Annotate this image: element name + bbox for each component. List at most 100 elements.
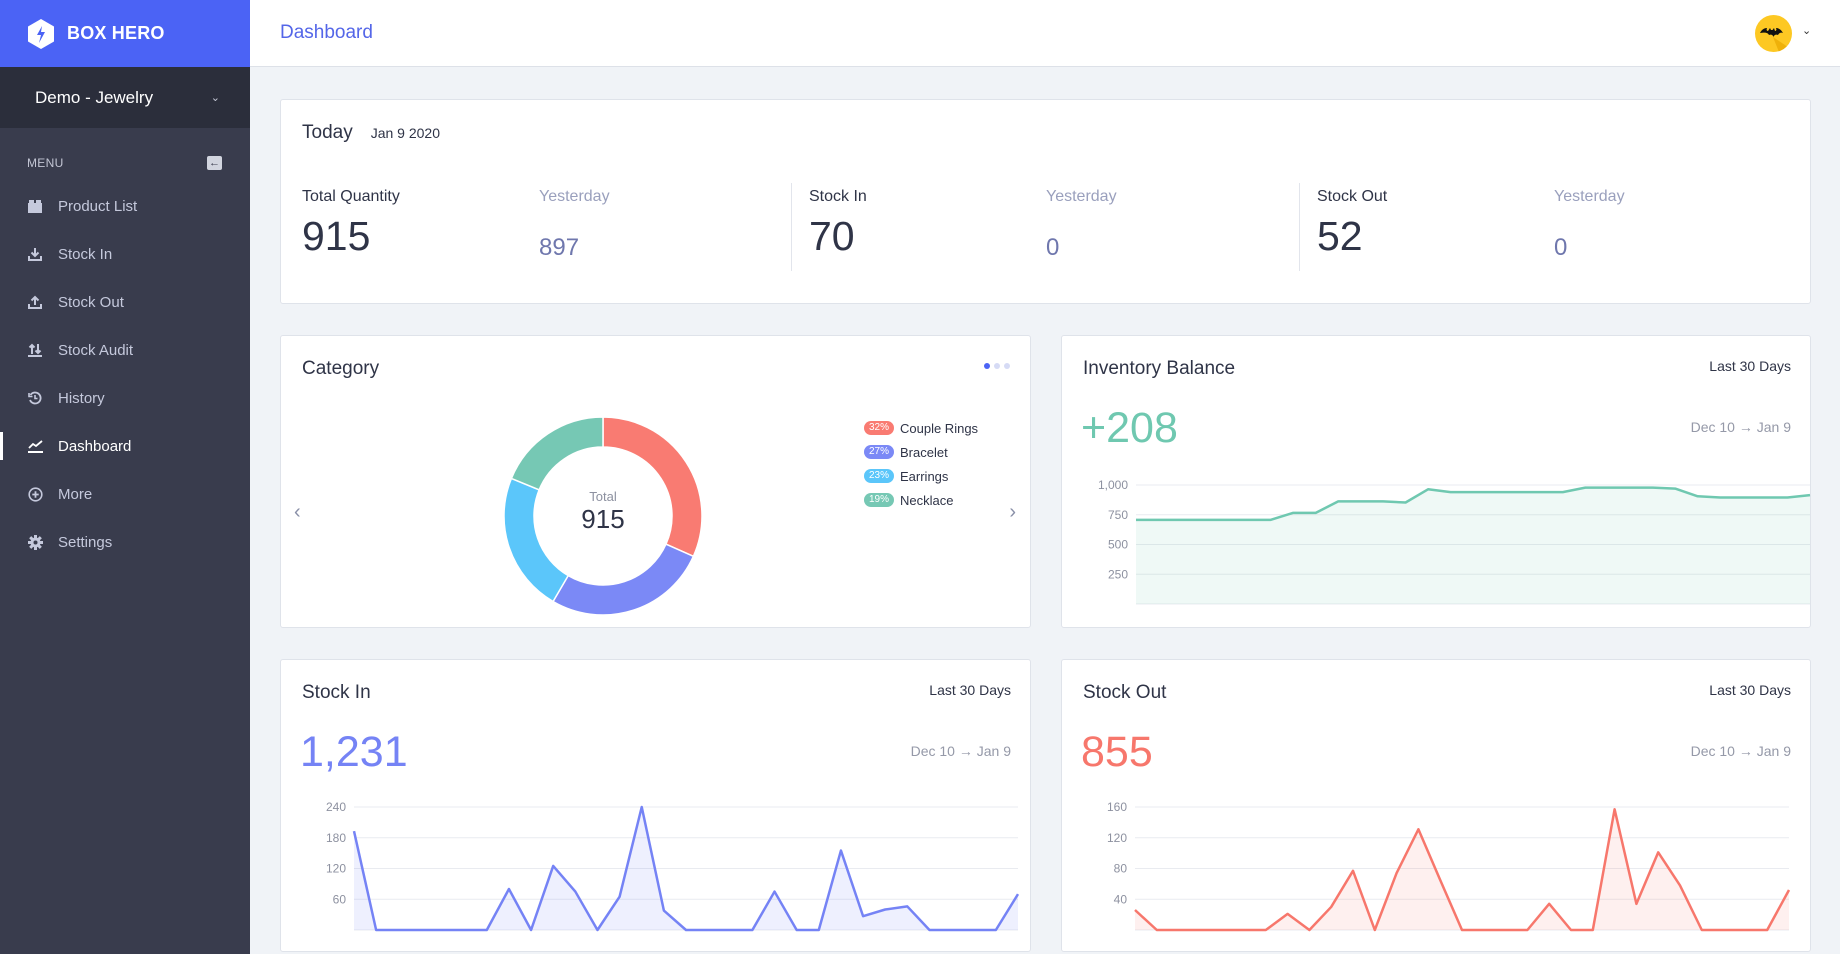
chevron-down-icon: ⌄	[210, 92, 220, 104]
swap-icon	[27, 342, 43, 358]
legend-percent: 23%	[864, 469, 894, 483]
y-tick-label: 240	[326, 800, 346, 814]
legend-item: 27% Bracelet	[864, 440, 978, 464]
y-tick-label: 60	[333, 892, 347, 906]
yesterday-value: 897	[539, 234, 580, 261]
chart-line-icon	[27, 438, 43, 454]
legend-label: Earrings	[900, 468, 949, 484]
legend-label: Necklace	[900, 492, 954, 508]
y-tick-label: 80	[1114, 862, 1128, 876]
stat-total-quantity: Total Quantity 915 Yesterday 897	[302, 183, 807, 271]
sidebar-item-settings[interactable]: Settings	[0, 518, 250, 566]
sidebar-item-label: More	[58, 485, 93, 503]
donut-total-value: 915	[581, 504, 625, 534]
y-tick-label: 180	[326, 831, 346, 845]
legend-percent: 19%	[864, 493, 894, 507]
plus-circle-icon	[27, 486, 43, 502]
donut-slice[interactable]	[510, 416, 604, 491]
chevron-down-icon[interactable]: ⌄	[1802, 25, 1812, 37]
y-tick-label: 250	[1108, 567, 1128, 581]
chevron-left-icon[interactable]: ‹	[294, 501, 301, 523]
sidebar-item-label: Settings	[58, 533, 113, 551]
y-tick-label: 160	[1107, 800, 1127, 814]
stock-out-chart: 40 80 120 160	[1107, 800, 1791, 932]
brand-bar[interactable]: BOX HERO	[0, 0, 250, 67]
inventory-balance-card: Inventory Balance Last 30 Days +208 Dec …	[1061, 335, 1811, 628]
period-label: Last 30 Days	[1709, 358, 1791, 374]
sidebar-item-stock-in[interactable]: Stock In	[0, 230, 250, 278]
date-range: Dec 10 → Jan 9	[910, 743, 1011, 759]
sidebar-item-more[interactable]: More	[0, 470, 250, 518]
legend-item: 32% Couple Rings	[864, 416, 978, 440]
sidebar-item-stock-out[interactable]: Stock Out	[0, 278, 250, 326]
yesterday-label: Yesterday	[1554, 188, 1625, 205]
yesterday-value: 0	[1046, 234, 1060, 261]
period-label: Last 30 Days	[1709, 682, 1791, 698]
sidebar-item-label: History	[58, 389, 105, 407]
project-selector[interactable]: Demo - Jewelry ⌄	[0, 67, 250, 128]
bat-logo-icon	[1760, 28, 1792, 52]
stock-in-card: Stock In Last 30 Days 1,231 Dec 10 → Jan…	[280, 659, 1031, 952]
stock-out-total-value: 855	[1081, 728, 1153, 776]
y-tick-label: 120	[326, 862, 346, 876]
legend-percent: 27%	[864, 445, 894, 459]
top-header: Dashboard ⌄	[250, 0, 1840, 67]
date-range: Dec 10 → Jan 9	[1690, 419, 1791, 435]
y-tick-label: 1,000	[1098, 478, 1128, 492]
carousel-dots	[984, 363, 1010, 369]
sidebar-item-label: Stock In	[58, 245, 113, 263]
gear-icon	[27, 534, 43, 550]
box-icon	[27, 198, 43, 214]
stock-in-chart: 60 120 180 240	[326, 800, 1020, 932]
menu-header: MENU ←	[0, 151, 250, 175]
y-tick-label: 40	[1114, 892, 1128, 906]
date-range: Dec 10 → Jan 9	[1690, 743, 1791, 759]
stat-label: Stock In	[809, 188, 867, 205]
stock-in-total-value: 1,231	[300, 728, 408, 776]
yesterday-label: Yesterday	[539, 188, 610, 205]
legend-label: Couple Rings	[900, 420, 979, 436]
sidebar-item-history[interactable]: History	[0, 374, 250, 422]
carousel-dot[interactable]	[994, 363, 1000, 369]
period-label: Last 30 Days	[929, 682, 1011, 698]
legend-item: 23% Earrings	[864, 464, 978, 488]
legend-percent: 32%	[864, 421, 894, 435]
yesterday-label: Yesterday	[1046, 188, 1117, 205]
today-date: Jan 9 2020	[370, 125, 440, 141]
today-title: Today	[302, 122, 353, 143]
card-title: Stock Out	[1083, 682, 1167, 703]
area-fill	[1135, 809, 1789, 930]
menu-label: MENU	[27, 156, 64, 170]
sidebar-item-product-list[interactable]: Product List	[0, 182, 250, 230]
upload-icon	[27, 294, 43, 310]
area-fill	[354, 807, 1018, 930]
sidebar-item-label: Stock Audit	[58, 341, 134, 359]
sidebar-item-label: Dashboard	[58, 437, 132, 455]
inventory-balance-chart: 250 500 750 1,000	[1098, 478, 1811, 605]
carousel-dot[interactable]	[1004, 363, 1010, 369]
donut-svg	[503, 416, 703, 616]
card-title: Inventory Balance	[1083, 358, 1236, 379]
logo-icon	[28, 18, 54, 49]
stat-stock-in: Stock In 70 Yesterday 0	[791, 183, 1296, 271]
sidebar-nav: Product List Stock In Stock Out Stock Au…	[0, 182, 250, 566]
sidebar-item-dashboard[interactable]: Dashboard	[0, 422, 250, 470]
stat-value: 915	[302, 213, 371, 259]
sidebar-item-stock-audit[interactable]: Stock Audit	[0, 326, 250, 374]
brand-name: BOX HERO	[67, 23, 165, 43]
carousel-dot[interactable]	[984, 363, 990, 369]
category-donut-chart: Total 915	[498, 411, 708, 621]
category-card: Category ‹ › Total 915 32% Couple Rings …	[280, 335, 1031, 628]
chevron-right-icon[interactable]: ›	[1009, 501, 1016, 523]
stat-label: Stock Out	[1317, 188, 1388, 205]
stat-label: Total Quantity	[302, 188, 400, 205]
sidebar-item-label: Stock Out	[58, 293, 124, 311]
avatar[interactable]	[1755, 15, 1792, 52]
y-tick-label: 500	[1108, 538, 1128, 552]
card-title: Stock In	[302, 682, 371, 703]
stat-value: 52	[1317, 213, 1363, 259]
legend-item: 19% Necklace	[864, 488, 978, 512]
donut-total-label: Total	[589, 489, 617, 504]
collapse-sidebar-icon[interactable]: ←	[207, 156, 222, 170]
inventory-change-value: +208	[1081, 404, 1178, 452]
